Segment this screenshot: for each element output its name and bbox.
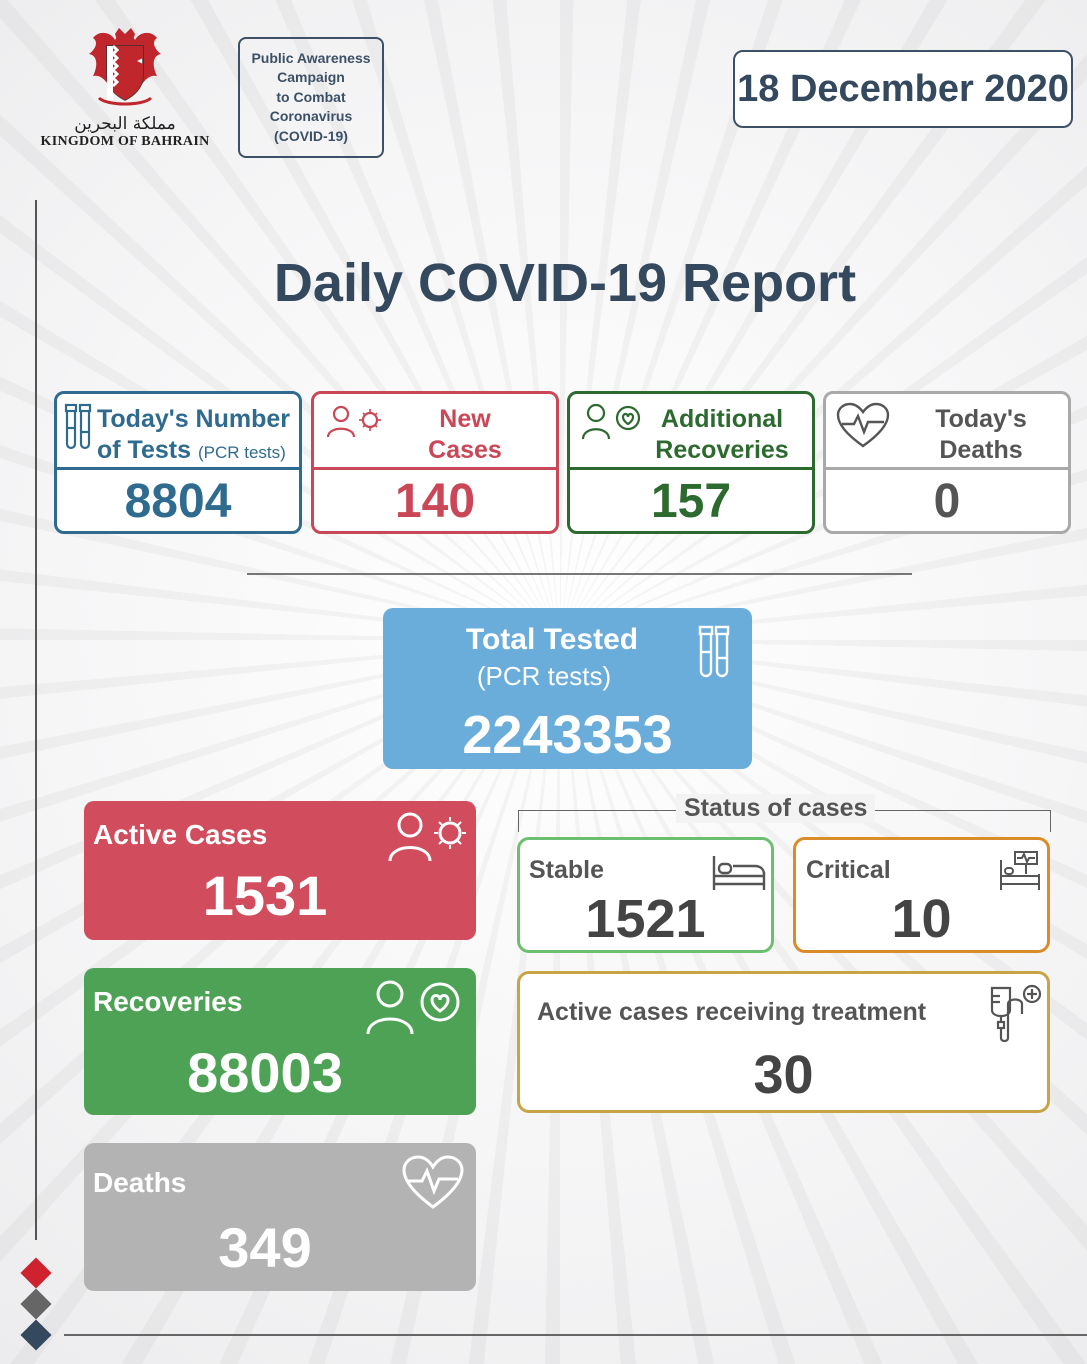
- total-deaths-card: Deaths 349: [84, 1143, 476, 1291]
- total-recoveries-value: 88003: [187, 1041, 343, 1104]
- stable-label: Stable: [529, 856, 605, 884]
- total-tested-card: Total Tested (PCR tests) 2243353: [383, 608, 752, 769]
- person-virus-icon: [388, 812, 466, 862]
- daily-new-cases-card: New Cases 140: [311, 391, 559, 534]
- total-recoveries-card: Recoveries 88003: [84, 968, 476, 1115]
- daily-deaths-label: Today's: [935, 405, 1027, 433]
- daily-tests-label-2: of Tests: [97, 436, 191, 464]
- daily-new-cases-value: 140: [394, 475, 476, 528]
- total-recoveries-label: Recoveries: [93, 986, 243, 1017]
- critical-card: Critical 10: [793, 837, 1050, 953]
- bahrain-emblem-icon: [89, 28, 161, 106]
- report-date: 18 December 2020: [733, 50, 1073, 128]
- campaign-line: Coronavirus: [269, 108, 353, 125]
- active-cases-card: Active Cases 1531: [84, 801, 476, 940]
- critical-value: 10: [891, 889, 952, 949]
- bahrain-emblem: مملكة البحرين KINGDOM OF BAHRAIN: [30, 28, 220, 163]
- person-virus-icon: [326, 405, 381, 438]
- daily-recoveries-label-2: Recoveries: [655, 436, 789, 464]
- stable-value: 1521: [585, 889, 706, 949]
- bed-icon: [712, 856, 766, 890]
- status-title: Status of cases: [676, 794, 876, 823]
- daily-new-cases-label-2: Cases: [428, 436, 502, 464]
- heart-pulse-icon: [402, 1155, 464, 1209]
- stable-card: Stable 1521: [517, 837, 774, 953]
- daily-deaths-card: Today's Deaths 0: [823, 391, 1071, 534]
- iv-drip-icon: [990, 984, 1042, 1043]
- campaign-line: Campaign: [277, 69, 345, 86]
- emblem-english-text: KINGDOM OF BAHRAIN: [40, 134, 210, 149]
- active-cases-label: Active Cases: [93, 819, 268, 850]
- left-vertical-rule: [35, 200, 37, 1240]
- test-tubes-icon: [64, 403, 92, 450]
- hospital-bed-monitor-icon: [1000, 851, 1040, 890]
- daily-recoveries-card: Additional Recoveries 157: [567, 391, 815, 534]
- total-tested-label: Total Tested: [465, 623, 639, 656]
- total-tested-value: 2243353: [462, 705, 673, 765]
- total-tested-sub: (PCR tests): [476, 661, 612, 691]
- section-divider: [247, 573, 912, 575]
- daily-tests-card: Today's Number of Tests (PCR tests) 8804: [54, 391, 302, 534]
- treatment-label: Active cases receiving treatment: [537, 998, 927, 1026]
- bottom-rule: [64, 1334, 1087, 1336]
- daily-deaths-label-2: Deaths: [939, 436, 1023, 464]
- campaign-line: to Combat: [276, 88, 346, 105]
- person-heart-icon: [582, 403, 641, 440]
- daily-recoveries-value: 157: [650, 475, 732, 528]
- emblem-arabic-text: مملكة البحرين: [74, 114, 176, 134]
- campaign-badge: Public Awareness Campaign to Combat Coro…: [238, 37, 384, 158]
- total-deaths-label: Deaths: [93, 1167, 187, 1198]
- daily-tests-sub: (PCR tests): [197, 443, 286, 462]
- campaign-line: (COVID-19): [274, 127, 348, 144]
- person-heart-icon: [366, 980, 460, 1035]
- daily-new-cases-label: New: [439, 405, 491, 433]
- treatment-value: 30: [753, 1045, 814, 1105]
- daily-recoveries-label: Additional: [660, 405, 784, 433]
- daily-tests-label: Today's Number: [97, 405, 291, 433]
- heart-pulse-icon: [836, 402, 890, 448]
- daily-tests-value: 8804: [124, 475, 232, 528]
- page-title: Daily COVID-19 Report: [273, 253, 857, 313]
- treatment-card: Active cases receiving treatment 30: [517, 971, 1050, 1113]
- campaign-line: Public Awareness: [251, 49, 371, 66]
- daily-deaths-value: 0: [933, 475, 961, 528]
- total-deaths-value: 349: [218, 1216, 312, 1279]
- active-cases-value: 1531: [202, 864, 328, 927]
- test-tubes-icon: [698, 625, 730, 678]
- critical-label: Critical: [806, 856, 891, 884]
